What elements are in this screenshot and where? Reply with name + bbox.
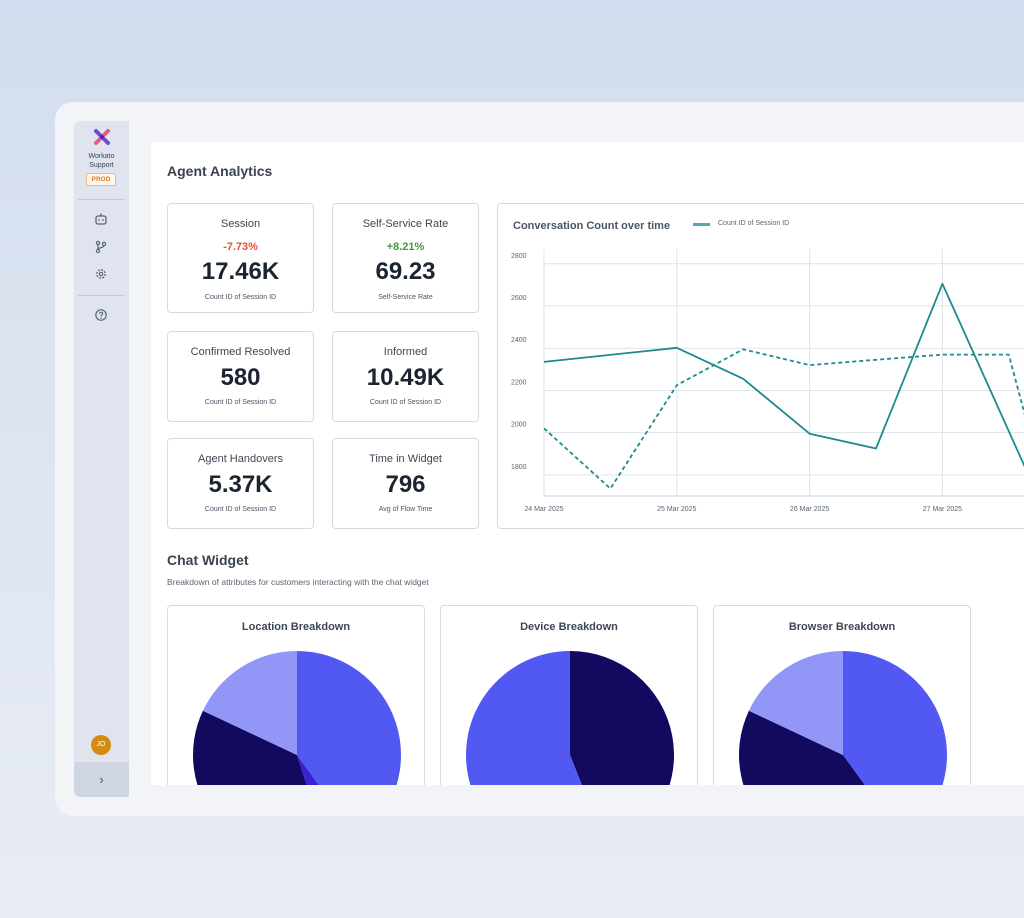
conversation-count-chart-card[interactable]: Conversation Count over time Count ID of… — [497, 203, 1024, 529]
workspace-name-line1: Workato — [88, 153, 115, 160]
x-tick-label: 24 Mar 2025 — [524, 506, 563, 513]
pie-title: Device Breakdown — [520, 621, 618, 633]
kpi-title: Confirmed Resolved — [190, 346, 291, 358]
x-tick-label: 27 Mar 2025 — [923, 506, 962, 513]
location-breakdown-card[interactable]: Location Breakdown — [167, 605, 425, 785]
y-tick-label: 2600 — [511, 295, 527, 302]
y-tick-label: 2400 — [511, 337, 527, 344]
kpi-subtitle: Count ID of Session ID — [204, 399, 277, 406]
robot-icon[interactable] — [94, 212, 108, 226]
legend-swatch — [693, 223, 710, 226]
series-line-dashed[interactable] — [543, 348, 1024, 490]
pie-slice[interactable] — [570, 651, 674, 785]
pie-slice[interactable] — [843, 651, 947, 785]
pie-title: Browser Breakdown — [788, 621, 896, 633]
gear-icon[interactable] — [94, 267, 108, 281]
section-title: Chat Widget — [167, 552, 249, 568]
kpi-card-self-service-rate[interactable]: Self-Service Rate +8.21% 69.23 Self-Serv… — [332, 203, 479, 313]
page-title: Agent Analytics — [167, 163, 273, 179]
kpi-subtitle: Count ID of Session ID — [204, 294, 277, 301]
y-tick-label: 2200 — [511, 379, 527, 386]
workspace-name: Workato Support — [74, 152, 129, 170]
kpi-card-session[interactable]: Session -7.73% 17.46K Count ID of Sessio… — [167, 203, 314, 313]
kpi-subtitle: Count ID of Session ID — [369, 399, 442, 406]
location-pie-chart — [193, 651, 401, 785]
kpi-value: 796 — [385, 471, 426, 498]
kpi-title: Session — [220, 218, 261, 230]
workspace-name-line2: Support — [89, 162, 114, 169]
branch-icon[interactable] — [94, 240, 108, 254]
chart-title: Conversation Count over time — [513, 220, 671, 232]
kpi-title: Agent Handovers — [198, 453, 283, 465]
pie-slice[interactable] — [202, 651, 297, 755]
y-tick-label: 1800 — [511, 464, 527, 471]
kpi-subtitle: Avg of Flow Time — [378, 506, 433, 513]
pie-slice[interactable] — [739, 710, 904, 785]
pie-title: Location Breakdown — [241, 621, 351, 633]
main-content: Agent Analytics Session -7.73% 17.46K Co… — [151, 142, 1024, 785]
kpi-subtitle: Count ID of Session ID — [204, 506, 277, 513]
help-icon[interactable] — [94, 308, 108, 322]
expand-sidebar-button[interactable]: › — [74, 762, 129, 797]
kpi-value: 10.49K — [366, 364, 445, 391]
browser-breakdown-card[interactable]: Browser Breakdown — [713, 605, 971, 785]
user-avatar[interactable]: JO — [91, 735, 111, 755]
kpi-title: Informed — [383, 346, 428, 358]
legend-label[interactable]: Count ID of Session ID — [718, 220, 790, 227]
sidebar-divider — [78, 199, 125, 200]
pie-slice[interactable] — [748, 651, 843, 755]
kpi-value: 580 — [220, 364, 261, 391]
kpi-subtitle: Self-Service Rate — [378, 294, 433, 301]
sidebar-divider — [78, 295, 125, 296]
y-tick-label: 2000 — [511, 422, 527, 429]
sidebar: Workato Support PROD JO › — [74, 121, 129, 797]
chevron-right-icon: › — [99, 772, 104, 787]
kpi-card-agent-handovers[interactable]: Agent Handovers 5.37K Count ID of Sessio… — [167, 438, 314, 529]
line-chart: 1800 2000 2200 2400 2600 2800 24 Mar 2025 25 Ma… — [511, 249, 1024, 513]
x-tick-label: 26 Mar 2025 — [790, 506, 829, 513]
kpi-value: 69.23 — [375, 258, 436, 285]
series-line-solid[interactable] — [543, 282, 1024, 496]
workato-logo-icon[interactable] — [93, 128, 111, 146]
x-tick-label: 25 Mar 2025 — [657, 506, 696, 513]
pie-slice[interactable] — [297, 651, 401, 785]
kpi-value: 17.46K — [201, 258, 280, 285]
y-tick-label: 2800 — [511, 253, 527, 260]
browser-pie-chart — [739, 651, 947, 785]
kpi-value: 5.37K — [208, 471, 273, 498]
device-breakdown-card[interactable]: Device Breakdown — [440, 605, 698, 785]
device-pie-chart — [466, 651, 674, 785]
section-subtitle: Breakdown of attributes for customers in… — [167, 577, 429, 587]
pie-slice[interactable] — [193, 710, 329, 785]
kpi-card-informed[interactable]: Informed 10.49K Count ID of Session ID — [332, 331, 479, 422]
kpi-title: Self-Service Rate — [362, 218, 449, 230]
kpi-delta: -7.73% — [223, 241, 258, 253]
kpi-title: Time in Widget — [369, 453, 442, 465]
environment-badge[interactable]: PROD — [86, 173, 116, 186]
kpi-delta: +8.21% — [386, 241, 425, 253]
pie-slice[interactable] — [466, 651, 608, 785]
kpi-card-confirmed-resolved[interactable]: Confirmed Resolved 580 Count ID of Sessi… — [167, 331, 314, 422]
kpi-card-time-in-widget[interactable]: Time in Widget 796 Avg of Flow Time — [332, 438, 479, 529]
